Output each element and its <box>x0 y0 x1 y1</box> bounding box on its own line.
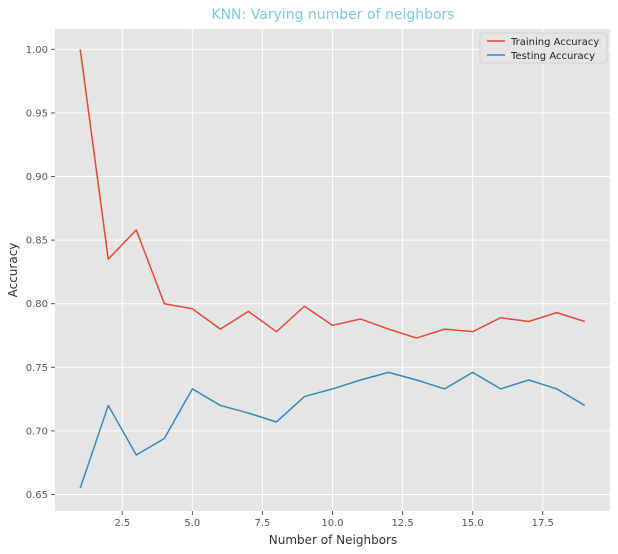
y-tick-label: 0.65 <box>26 490 48 501</box>
y-tick-label: 0.85 <box>26 236 48 247</box>
x-tick-label: 5.0 <box>184 518 200 529</box>
y-axis-ticks: 0.65 0.70 0.75 0.80 0.85 0.90 0.95 1.00 <box>26 45 55 501</box>
y-tick-label: 0.80 <box>26 299 48 310</box>
y-tick-label: 0.70 <box>26 426 48 437</box>
x-axis-ticks: 2.5 5.0 7.5 10.0 12.5 15.0 17.5 <box>114 511 554 529</box>
legend-box <box>479 32 608 64</box>
y-tick-label: 0.75 <box>26 363 48 374</box>
grid-lines <box>55 29 610 511</box>
y-tick-label: 0.90 <box>26 172 48 183</box>
x-tick-label: 2.5 <box>114 518 130 529</box>
chart-title: KNN: Varying number of neighbors <box>211 7 454 23</box>
y-tick-label: 0.95 <box>26 108 48 119</box>
x-tick-label: 17.5 <box>532 518 554 529</box>
y-tick-label: 1.00 <box>26 45 48 56</box>
legend-label-training: Training Accuracy <box>510 37 599 48</box>
series-line-training <box>79 49 585 339</box>
x-axis-title: Number of Neighbors <box>269 533 397 547</box>
series-line-testing <box>79 371 586 489</box>
x-tick-label: 7.5 <box>254 518 270 529</box>
legend: Training Accuracy Testing Accuracy <box>479 32 608 64</box>
x-tick-label: 10.0 <box>321 518 343 529</box>
y-axis-title: Accuracy <box>6 243 20 298</box>
legend-label-testing: Testing Accuracy <box>510 51 595 62</box>
x-tick-label: 15.0 <box>462 518 484 529</box>
series-layer <box>79 49 586 489</box>
x-tick-label: 12.5 <box>391 518 413 529</box>
